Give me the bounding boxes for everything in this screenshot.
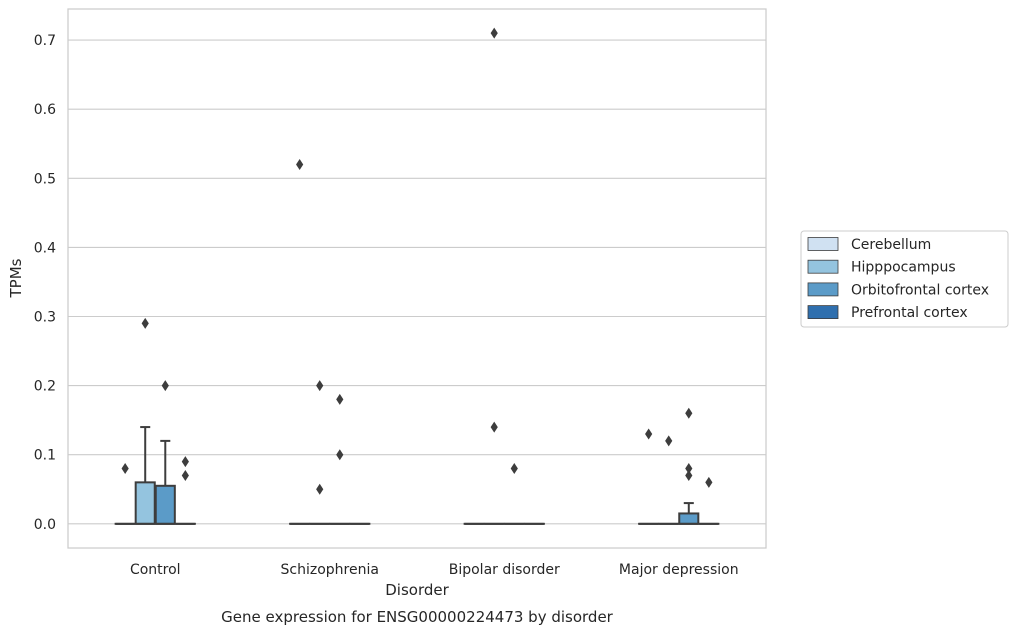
outlier-point <box>181 469 189 481</box>
legend: Cerebellum Hipppocampus Orbitofrontal cort… <box>800 230 1009 328</box>
outlier-point <box>645 428 653 440</box>
legend-swatch <box>807 305 839 320</box>
boxes <box>114 426 720 525</box>
y-tick-label: 0.2 <box>34 379 56 395</box>
grid-lines <box>68 39 766 525</box>
x-tick-label: Control <box>130 562 181 578</box>
box-orbitofrontal-cortex <box>154 439 176 525</box>
y-tick-label: 0.1 <box>34 448 56 464</box>
box-rect <box>154 484 176 525</box>
y-tick-label: 0.4 <box>34 240 56 256</box>
box-orbitofrontal-cortex <box>678 502 700 525</box>
legend-frame <box>800 230 1009 328</box>
x-axis-label: Disorder <box>385 581 449 599</box>
y-tick-label: 0.6 <box>34 102 56 118</box>
outlier-point <box>705 476 713 488</box>
legend-label: Prefrontal cortex <box>851 305 968 321</box>
legend-swatch <box>807 282 839 297</box>
chart-caption: Gene expression for ENSG00000224473 by d… <box>221 608 614 626</box>
x-tick-label: Bipolar disorder <box>449 562 560 578</box>
legend-swatch <box>807 259 839 274</box>
y-tick-label: 0.5 <box>34 171 56 187</box>
outlier-point <box>181 456 189 468</box>
outlier-point <box>296 158 304 170</box>
y-tick-label: 0.7 <box>34 33 56 49</box>
outlier-point <box>685 407 693 419</box>
y-tick-label: 0.3 <box>34 310 56 326</box>
x-axis-ticks: Control Schizophrenia Bipolar disorder Majo… <box>130 562 739 578</box>
plot-frame <box>67 8 767 549</box>
box-rect <box>134 481 156 525</box>
legend-label: Orbitofrontal cortex <box>851 282 989 298</box>
outlier-point <box>336 449 344 461</box>
outlier-point <box>685 463 693 475</box>
y-axis-ticks: 0.0 0.1 0.2 0.3 0.4 0.5 0.6 0.7 <box>34 33 56 533</box>
legend-swatch <box>807 237 839 251</box>
outlier-point <box>665 435 673 447</box>
outlier-point <box>141 317 149 329</box>
outlier-point <box>121 463 129 475</box>
x-tick-label: Major depression <box>619 562 739 578</box>
outlier-point <box>490 27 498 39</box>
outlier-point <box>510 463 518 475</box>
x-tick-label: Schizophrenia <box>281 562 379 578</box>
box-hipppocampus <box>134 426 156 525</box>
box-rect <box>678 512 700 525</box>
outlier-point <box>685 469 693 481</box>
outlier-point <box>316 483 324 495</box>
y-tick-label: 0.0 <box>34 517 56 533</box>
y-axis-label: TPMs <box>7 258 25 298</box>
outlier-point <box>490 421 498 433</box>
legend-label: Cerebellum <box>851 237 931 253</box>
outlier-point <box>316 380 324 392</box>
outlier-point <box>161 380 169 392</box>
outlier-point <box>336 393 344 405</box>
outlier-markers <box>121 27 713 495</box>
legend-label: Hipppocampus <box>851 260 956 276</box>
